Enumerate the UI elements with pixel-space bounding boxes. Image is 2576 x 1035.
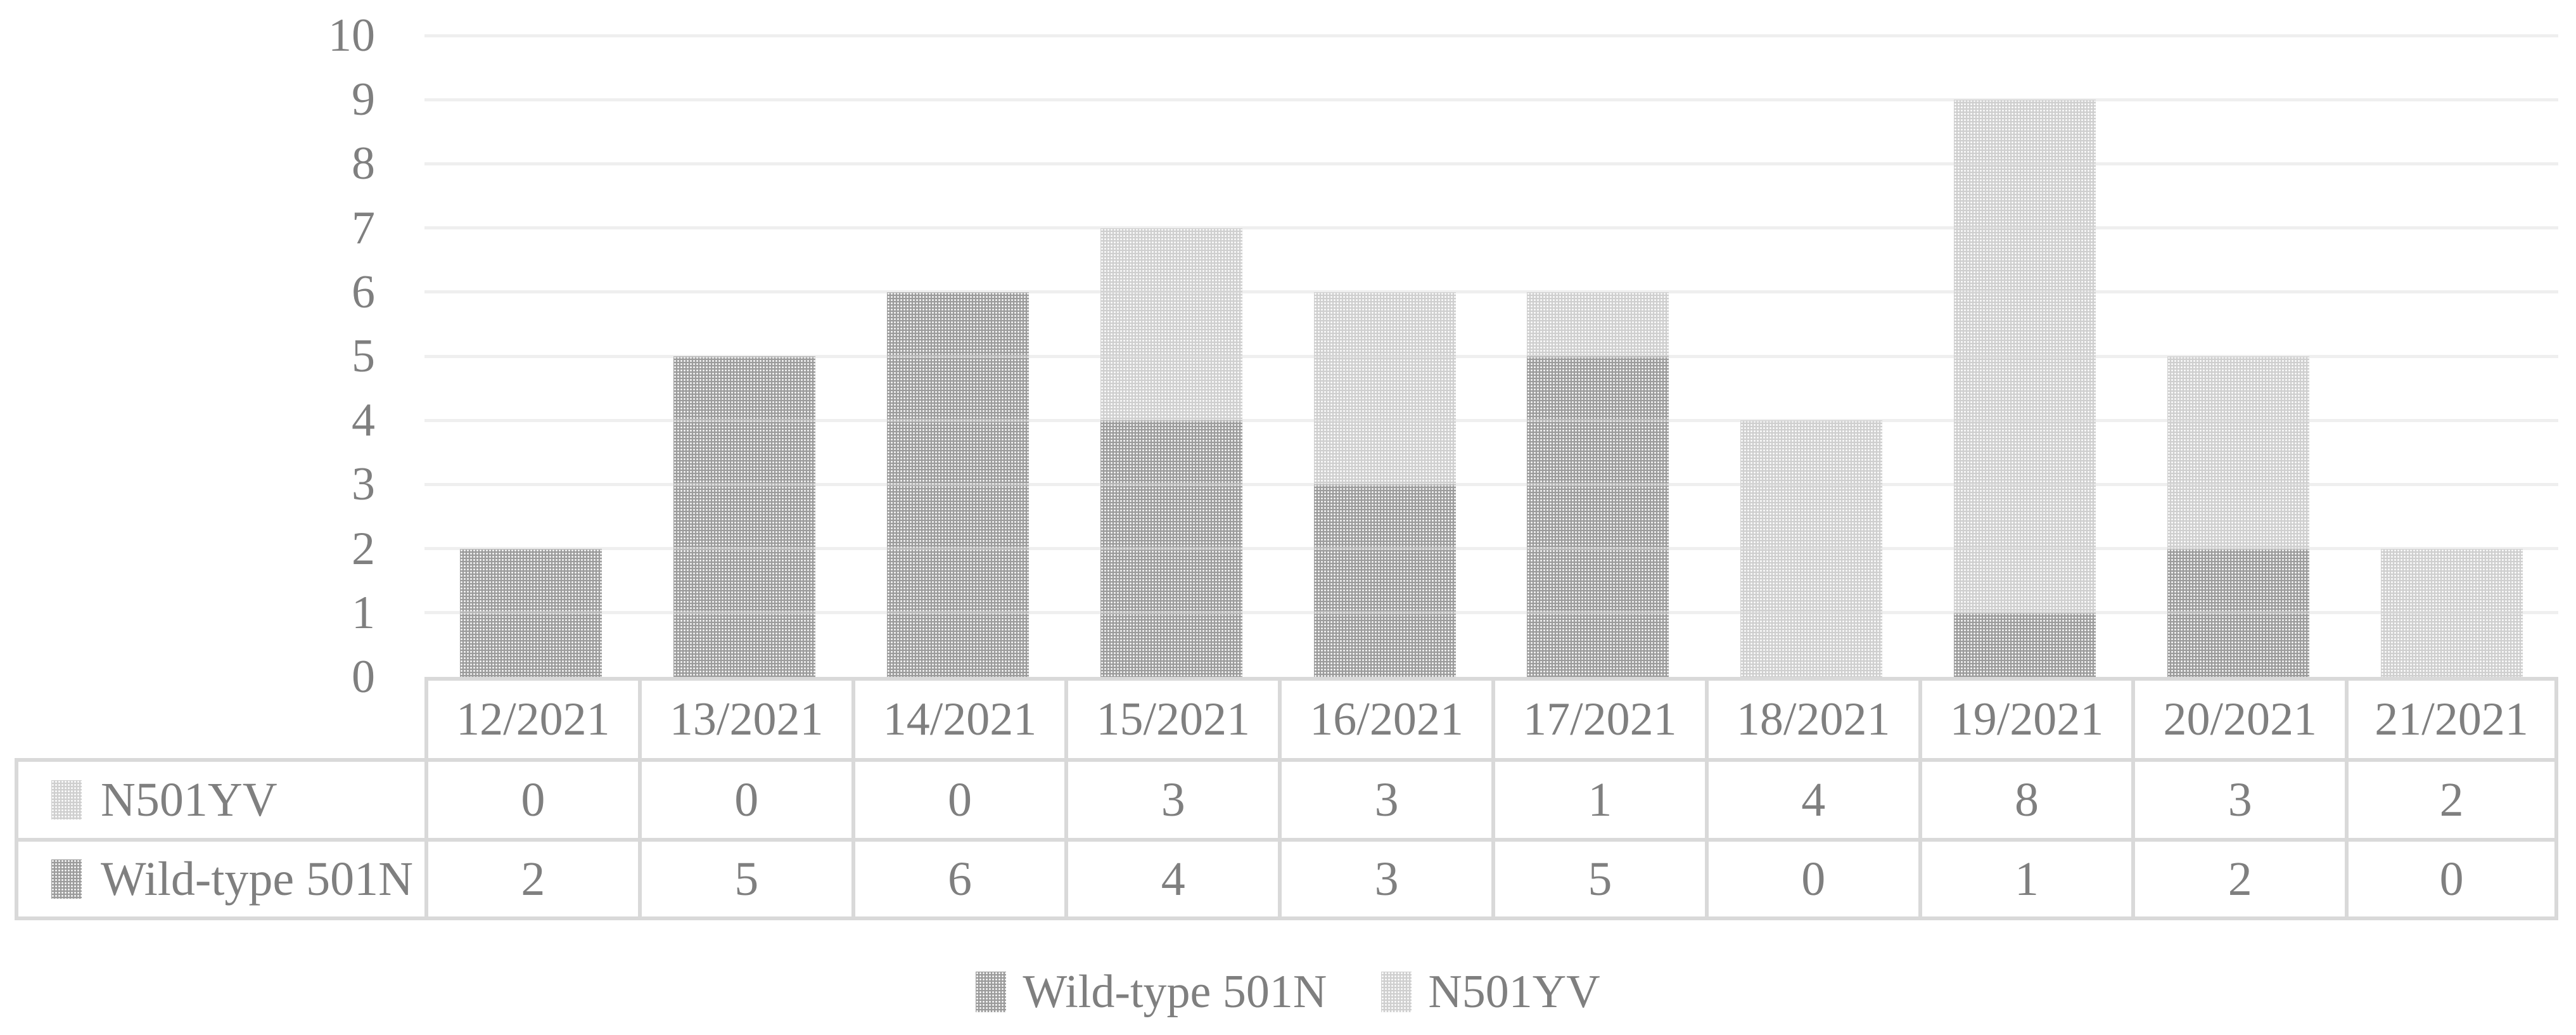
y-gridline-7	[424, 226, 2558, 230]
bar-segment-wild-type-501n-13-2021	[673, 356, 816, 677]
category-cell-21-2021: 21/2021	[2345, 677, 2558, 758]
table-value-cell: 0	[1704, 838, 1918, 920]
table-value-cell: 0	[424, 758, 638, 838]
y-axis-tick-label-9: 9	[352, 74, 375, 126]
category-cell-17-2021: 17/2021	[1491, 677, 1705, 758]
y-axis-tick-label-1: 1	[352, 586, 375, 639]
legend-swatch-dark	[976, 972, 1007, 1012]
y-axis-tick-label-0: 0	[352, 651, 375, 703]
table-value-cell: 2	[2345, 758, 2558, 838]
table-value-cell: 3	[2131, 758, 2345, 838]
legend-label: N501YV	[1428, 965, 1600, 1018]
y-axis-tick-label-2: 2	[352, 522, 375, 575]
bar-segment-wild-type-501n-20-2021	[2167, 548, 2309, 677]
category-cell-20-2021: 20/2021	[2131, 677, 2345, 758]
legend-key-swatch-dark	[51, 859, 82, 899]
legend-key-swatch-light	[51, 780, 82, 820]
y-gridline-2	[424, 547, 2558, 551]
bar-segment-n501yv-15-2021	[1100, 228, 1242, 421]
bar-segment-n501yv-18-2021	[1740, 420, 1883, 677]
bar-segment-wild-type-501n-15-2021	[1100, 420, 1242, 677]
table-value-cell: 8	[1918, 758, 2132, 838]
bar-segment-n501yv-21-2021	[2380, 548, 2523, 677]
bar-segment-n501yv-17-2021	[1527, 292, 1669, 356]
bar-segment-wild-type-501n-17-2021	[1527, 356, 1669, 677]
table-row-label-text: N501YV	[101, 773, 277, 826]
y-axis-tick-label-4: 4	[352, 394, 375, 447]
table-value-cell: 1	[1918, 838, 2132, 920]
y-gridline-8	[424, 162, 2558, 165]
category-cell-19-2021: 19/2021	[1918, 677, 2132, 758]
chart-legend: Wild-type 501N N501YV	[0, 951, 2576, 1033]
table-value-cell: 2	[424, 838, 638, 920]
category-cell-15-2021: 15/2021	[1064, 677, 1278, 758]
table-row-label-wild-type-501n: Wild-type 501N	[15, 838, 424, 920]
y-gridline-9	[424, 98, 2558, 101]
bar-segment-wild-type-501n-12-2021	[460, 548, 603, 677]
table-value-cell: 6	[851, 838, 1065, 920]
bar-segment-n501yv-19-2021	[1954, 100, 2096, 613]
legend-swatch-light	[1381, 972, 1412, 1012]
y-gridline-6	[424, 290, 2558, 294]
table-value-cell: 2	[2131, 838, 2345, 920]
y-axis-tick-label-6: 6	[352, 266, 375, 318]
bar-segment-wild-type-501n-14-2021	[887, 292, 1029, 677]
bar-segment-wild-type-501n-19-2021	[1954, 612, 2096, 677]
category-cell-14-2021: 14/2021	[851, 677, 1065, 758]
plot-area: 0 1 2 3 4 5 6 7 8 9 10	[328, 10, 2558, 703]
table-value-cell: 4	[1064, 838, 1278, 920]
table-row-label-n501yv: N501YV	[15, 758, 424, 838]
legend-label: Wild-type 501N	[1023, 965, 1327, 1018]
category-cell-16-2021: 16/2021	[1278, 677, 1491, 758]
table-value-cell: 1	[1491, 758, 1705, 838]
table-value-cell: 3	[1278, 758, 1491, 838]
bar-segment-n501yv-16-2021	[1313, 292, 1456, 485]
bar-segment-wild-type-501n-16-2021	[1313, 484, 1456, 677]
table-value-cell: 0	[637, 758, 851, 838]
table-value-cell: 5	[1491, 838, 1705, 920]
y-gridline-1	[424, 611, 2558, 615]
category-cell-12-2021: 12/2021	[424, 677, 638, 758]
table-value-cell: 5	[637, 838, 851, 920]
legend-item-wild-type-501n: Wild-type 501N	[976, 965, 1327, 1019]
table-value-cell: 0	[851, 758, 1065, 838]
y-axis-tick-label-10: 10	[328, 10, 375, 61]
table-value-cell: 3	[1064, 758, 1278, 838]
table-value-cell: 3	[1278, 838, 1491, 920]
y-gridline-3	[424, 482, 2558, 486]
y-gridline-4	[424, 418, 2558, 422]
y-gridline-10	[424, 34, 2558, 37]
category-cell-18-2021: 18/2021	[1704, 677, 1918, 758]
y-gridline-5	[424, 354, 2558, 358]
legend-item-n501yv: N501YV	[1381, 965, 1600, 1019]
y-axis-tick-label-8: 8	[352, 138, 375, 190]
table-value-cell: 0	[2345, 838, 2558, 920]
y-axis-tick-label-5: 5	[352, 330, 375, 382]
y-axis-tick-label-7: 7	[352, 202, 375, 254]
bar-segment-n501yv-20-2021	[2167, 356, 2309, 549]
category-cell-13-2021: 13/2021	[637, 677, 851, 758]
y-axis-tick-label-3: 3	[352, 458, 375, 511]
table-value-cell: 4	[1704, 758, 1918, 838]
table-row-label-text: Wild-type 501N	[101, 852, 413, 906]
